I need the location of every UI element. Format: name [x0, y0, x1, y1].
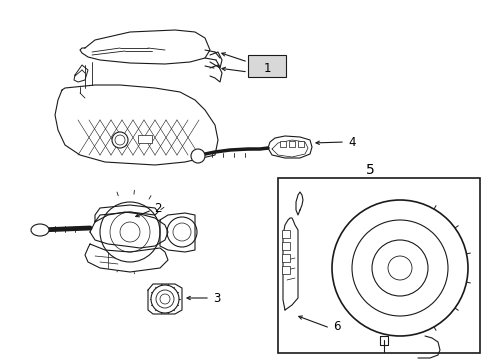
Bar — [288, 141, 294, 147]
Bar — [282, 230, 289, 238]
Text: 1: 1 — [263, 62, 270, 75]
Polygon shape — [160, 213, 195, 252]
Polygon shape — [267, 136, 311, 158]
Bar — [282, 254, 289, 262]
Polygon shape — [74, 65, 88, 82]
Circle shape — [191, 149, 204, 163]
Text: 6: 6 — [332, 320, 340, 333]
Bar — [278, 178, 479, 353]
Circle shape — [351, 220, 447, 316]
Polygon shape — [95, 205, 158, 222]
Polygon shape — [379, 336, 387, 345]
Polygon shape — [283, 218, 297, 310]
Ellipse shape — [31, 224, 49, 236]
Polygon shape — [85, 244, 168, 272]
Bar — [282, 242, 289, 250]
Bar — [247, 55, 285, 77]
Circle shape — [371, 240, 427, 296]
Polygon shape — [148, 284, 182, 314]
Polygon shape — [55, 85, 218, 165]
Polygon shape — [90, 212, 168, 248]
Circle shape — [151, 285, 179, 313]
Bar — [138, 135, 152, 143]
Text: 2: 2 — [154, 202, 161, 215]
Polygon shape — [80, 30, 209, 64]
Text: 4: 4 — [347, 135, 355, 149]
Polygon shape — [295, 192, 303, 215]
Bar — [297, 141, 304, 147]
Text: 3: 3 — [213, 292, 220, 305]
Bar — [280, 141, 285, 147]
Bar — [282, 266, 289, 274]
Text: 5: 5 — [365, 163, 374, 177]
Circle shape — [331, 200, 467, 336]
Circle shape — [112, 132, 128, 148]
